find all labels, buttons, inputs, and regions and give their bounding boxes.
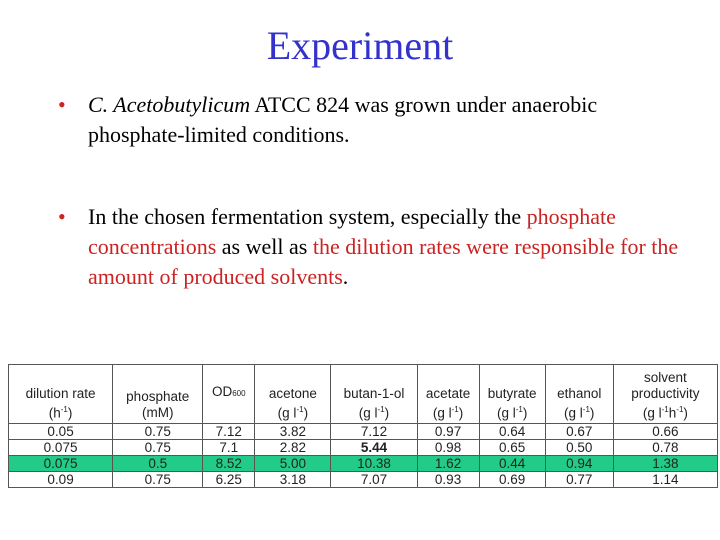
- highlight-phosphate: phosphate concentrations: [88, 204, 616, 259]
- table-header-row: dilution rate (h-1) phosphate (mM) OD600 a…: [7, 364, 719, 424]
- header-solvent-productivity: solvent productivity (g l-1h-1): [612, 364, 719, 424]
- table-cell: 0.64: [478, 423, 546, 440]
- header-butyrate: butyrate (g l-1): [478, 364, 546, 424]
- table-cell: 0.93: [416, 471, 480, 488]
- table-cell: 3.82: [254, 423, 332, 440]
- bullet-1-rest: ATCC 824 was grown under anaerobic phosp…: [88, 92, 598, 147]
- table-cell: 7.12: [202, 423, 256, 440]
- table-cell: 1.62: [416, 455, 480, 472]
- table-cell: 0.09: [7, 471, 114, 488]
- bullet-2-mid: as well as: [216, 234, 313, 259]
- table-cell: 3.18: [254, 471, 332, 488]
- bullet-2: • In the chosen fermentation system, esp…: [58, 202, 698, 292]
- table-cell: 0.98: [416, 439, 480, 456]
- table-cell: 0.94: [544, 455, 614, 472]
- table-cell: 0.075: [7, 455, 114, 472]
- table-cell: 0.075: [7, 439, 114, 456]
- table-cell: 0.66: [612, 423, 719, 440]
- header-phosphate: phosphate (mM): [112, 364, 204, 424]
- table-cell: 0.65: [478, 439, 546, 456]
- table-cell: 2.82: [254, 439, 332, 456]
- table-cell: 6.25: [202, 471, 256, 488]
- table-row: 0.075 0.75 7.1 2.82 5.44 0.98 0.65 0.50 …: [7, 439, 719, 456]
- table-row-highlighted: 0.075 0.5 8.52 5.00 10.38 1.62 0.44 0.94…: [7, 455, 719, 472]
- bullet-marker: •: [58, 92, 66, 117]
- table-cell: 0.69: [478, 471, 546, 488]
- results-table: dilution rate (h-1) phosphate (mM) OD600 a…: [7, 364, 719, 488]
- table-cell: 5.44: [330, 439, 418, 456]
- header-acetone: acetone (g l-1): [254, 364, 332, 424]
- bullet-2-lead: In the chosen fermentation system, espec…: [88, 204, 527, 229]
- header-od600: OD600: [202, 364, 256, 424]
- bullet-2-text: In the chosen fermentation system, espec…: [88, 202, 698, 292]
- table-row: 0.05 0.75 7.12 3.82 7.12 0.97 0.64 0.67 …: [7, 423, 719, 440]
- table-cell: 0.75: [112, 439, 204, 456]
- header-acetate: acetate (g l-1): [416, 364, 480, 424]
- table-cell: 0.05: [7, 423, 114, 440]
- table-row: 0.09 0.75 6.25 3.18 7.07 0.93 0.69 0.77 …: [7, 471, 719, 488]
- header-ethanol: ethanol (g l-1): [544, 364, 614, 424]
- results-table-container: dilution rate (h-1) phosphate (mM) OD600 a…: [7, 364, 720, 488]
- species-name: C. Acetobutylicum: [88, 92, 251, 117]
- bullet-1-text: C. Acetobutylicum ATCC 824 was grown und…: [88, 90, 698, 150]
- table-cell: 8.52: [202, 455, 256, 472]
- slide-title: Experiment: [266, 23, 454, 68]
- table-cell: 1.38: [612, 455, 719, 472]
- table-cell: 10.38: [330, 455, 418, 472]
- table-cell: 7.1: [202, 439, 256, 456]
- table-cell: 0.78: [612, 439, 719, 456]
- table-cell: 7.12: [330, 423, 418, 440]
- highlight-dilution: the dilution rates were responsible for …: [88, 234, 679, 289]
- bullet-2-tail: .: [342, 264, 349, 289]
- table-cell: 0.5: [112, 455, 204, 472]
- table-cell: 0.75: [112, 423, 204, 440]
- header-butanol: butan-1-ol (g l-1): [330, 364, 418, 424]
- table-cell: 0.67: [544, 423, 614, 440]
- table-cell: 0.75: [112, 471, 204, 488]
- table-cell: 0.77: [544, 471, 614, 488]
- table-cell: 7.07: [330, 471, 418, 488]
- table-cell: 5.00: [254, 455, 332, 472]
- table-cell: 1.14: [612, 471, 719, 488]
- table-cell: 0.50: [544, 439, 614, 456]
- header-dilution-rate: dilution rate (h-1): [7, 364, 114, 424]
- bullet-1: • C. Acetobutylicum ATCC 824 was grown u…: [58, 90, 698, 150]
- table-cell: 0.44: [478, 455, 546, 472]
- table-cell: 0.97: [416, 423, 480, 440]
- bullet-marker: •: [58, 204, 66, 229]
